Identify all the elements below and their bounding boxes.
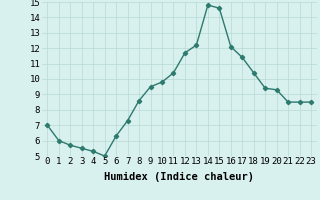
X-axis label: Humidex (Indice chaleur): Humidex (Indice chaleur) [104,172,254,182]
